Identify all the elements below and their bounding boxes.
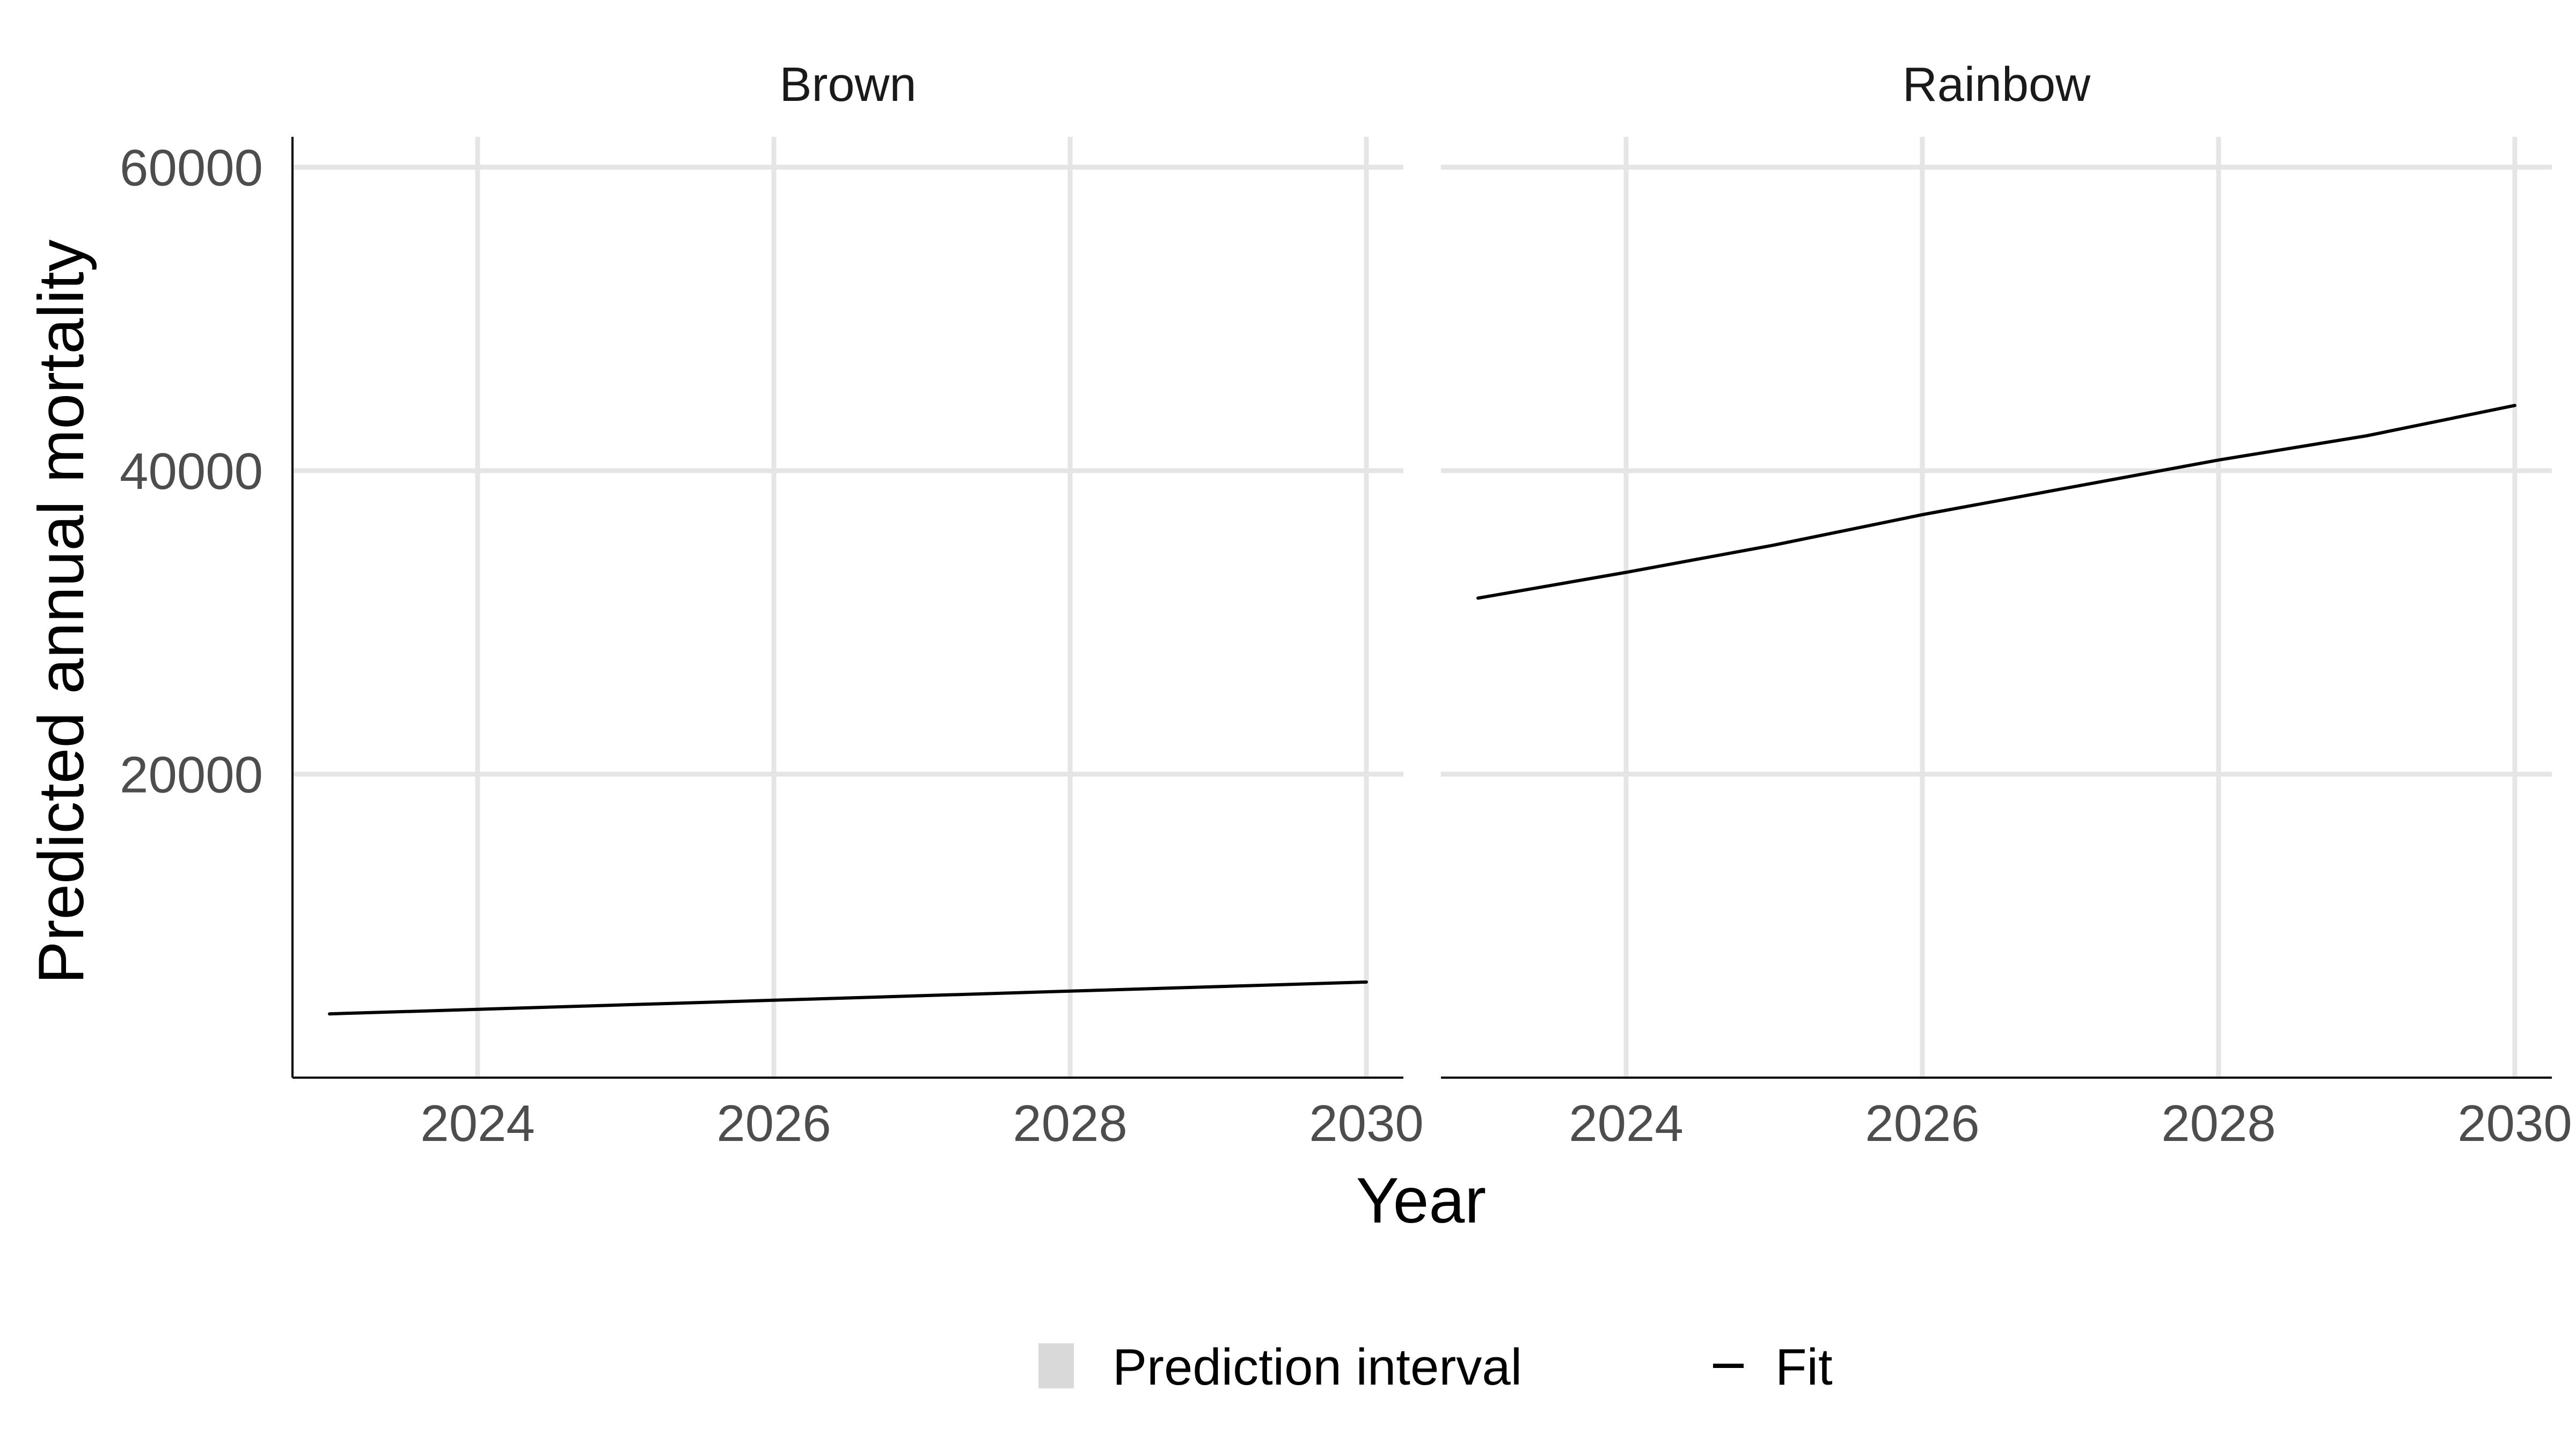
fit-point-rainbow: [1476, 596, 1480, 600]
y-tick-label: 20000: [120, 747, 263, 804]
x-tick-label: 2024: [1569, 1095, 1684, 1152]
fit-point-brown: [920, 994, 924, 998]
legend-key-prediction-interval: [1038, 1343, 1074, 1388]
fit-point-brown: [624, 1003, 627, 1007]
y-tick-label: 40000: [120, 443, 263, 500]
fit-point-rainbow: [2069, 486, 2072, 489]
fit-line-brown: [329, 980, 1367, 1016]
fit-point-brown: [772, 998, 775, 1002]
panel-title-brown: Brown: [779, 58, 916, 112]
fit-point-brown: [328, 1012, 331, 1016]
fit-point-brown: [1217, 985, 1220, 989]
x-tick-label: 2030: [2457, 1095, 2572, 1152]
legend: Prediction interval Fit: [1038, 1338, 1833, 1396]
legend-label-prediction-interval: Prediction interval: [1113, 1338, 1522, 1396]
fit-point-rainbow: [2365, 434, 2368, 438]
legend-label-fit: Fit: [1775, 1338, 1833, 1396]
x-tick-label: 2026: [716, 1095, 831, 1152]
panel-brown: Brown 20000 40000 60000 2024 2026 2028 2030: [120, 58, 1424, 1152]
fit-point-brown: [476, 1007, 479, 1011]
x-tick-label: 2028: [2161, 1095, 2276, 1152]
fit-line-rainbow: [1477, 404, 2515, 600]
x-tick-label: 2028: [1013, 1095, 1128, 1152]
fit-point-rainbow: [2513, 404, 2516, 407]
fit-point-brown: [1069, 989, 1072, 993]
x-tick-label: 2026: [1865, 1095, 1980, 1152]
fit-point-rainbow: [2217, 458, 2220, 462]
x-tick-label: 2024: [420, 1095, 535, 1152]
fit-point-brown: [1365, 980, 1368, 984]
x-tick-label: 2030: [1309, 1095, 1424, 1152]
fit-point-rainbow: [1624, 570, 1628, 574]
panel-title-rainbow: Rainbow: [1902, 58, 2091, 112]
x-axis-title: Year: [1356, 1165, 1486, 1236]
fit-point-rainbow: [1921, 513, 1924, 517]
fit-point-rainbow: [1773, 543, 1776, 547]
panel-rainbow: Rainbow 2024 2026 2028 2030: [1441, 58, 2572, 1152]
y-tick-label: 60000: [120, 140, 263, 197]
y-axis-title: Predicted annual mortality: [25, 239, 97, 984]
